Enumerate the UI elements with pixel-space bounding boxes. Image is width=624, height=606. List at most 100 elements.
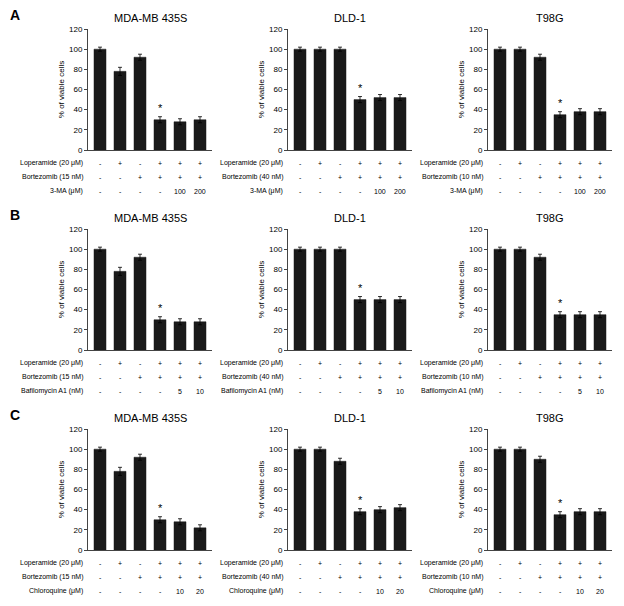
svg-text:Loperamide (20 μM): Loperamide (20 μM) — [420, 359, 483, 367]
svg-text:40: 40 — [273, 305, 282, 314]
svg-text:80: 80 — [273, 265, 282, 274]
svg-text:-: - — [99, 574, 102, 581]
svg-text:20: 20 — [396, 588, 404, 595]
svg-text:-: - — [339, 388, 342, 395]
svg-text:-: - — [519, 188, 522, 195]
svg-text:% of viable cells: % of viable cells — [57, 61, 66, 118]
svg-text:-: - — [159, 388, 162, 395]
svg-text:60: 60 — [73, 85, 82, 94]
svg-text:MDA-MB 435S: MDA-MB 435S — [114, 412, 187, 424]
svg-text:40: 40 — [73, 505, 82, 514]
svg-text:60: 60 — [473, 285, 482, 294]
svg-text:60: 60 — [273, 485, 282, 494]
svg-text:+: + — [578, 160, 582, 167]
svg-text:-: - — [299, 560, 302, 567]
svg-text:% of viable cells: % of viable cells — [57, 461, 66, 518]
svg-text:80: 80 — [73, 65, 82, 74]
svg-text:20: 20 — [473, 526, 482, 535]
svg-text:40: 40 — [473, 105, 482, 114]
svg-text:+: + — [378, 160, 382, 167]
svg-text:100: 100 — [469, 45, 483, 54]
svg-text:-: - — [99, 360, 102, 367]
svg-text:*: * — [558, 97, 563, 109]
svg-text:-: - — [99, 374, 102, 381]
svg-text:-: - — [359, 588, 362, 595]
svg-text:+: + — [518, 160, 522, 167]
svg-text:100: 100 — [69, 245, 83, 254]
svg-text:+: + — [118, 560, 122, 567]
svg-text:100: 100 — [69, 45, 83, 54]
svg-text:60: 60 — [273, 85, 282, 94]
svg-text:% of viable cells: % of viable cells — [457, 261, 466, 318]
svg-text:120: 120 — [269, 25, 283, 34]
svg-text:-: - — [299, 374, 302, 381]
svg-text:100: 100 — [469, 445, 483, 454]
svg-text:-: - — [519, 374, 522, 381]
svg-text:10: 10 — [596, 388, 604, 395]
svg-text:+: + — [378, 360, 382, 367]
svg-text:-: - — [559, 588, 562, 595]
svg-text:Bortezomib (40 nM): Bortezomib (40 nM) — [222, 173, 283, 181]
svg-text:Bortezomib (15 nM): Bortezomib (15 nM) — [22, 173, 83, 181]
svg-text:+: + — [198, 174, 202, 181]
svg-text:-: - — [519, 574, 522, 581]
svg-text:+: + — [538, 574, 542, 581]
svg-text:+: + — [598, 160, 602, 167]
svg-text:-: - — [139, 560, 142, 567]
svg-text:100: 100 — [269, 245, 283, 254]
svg-text:% of viable cells: % of viable cells — [457, 61, 466, 118]
svg-text:60: 60 — [73, 285, 82, 294]
svg-text:+: + — [178, 560, 182, 567]
svg-text:+: + — [318, 560, 322, 567]
svg-text:*: * — [558, 297, 563, 309]
svg-text:120: 120 — [269, 425, 283, 434]
svg-text:Loperamide (20 μM): Loperamide (20 μM) — [420, 559, 483, 567]
svg-text:+: + — [538, 174, 542, 181]
svg-text:*: * — [158, 302, 163, 314]
svg-text:-: - — [299, 188, 302, 195]
svg-text:% of viable cells: % of viable cells — [257, 461, 266, 518]
svg-text:-: - — [339, 560, 342, 567]
svg-text:20: 20 — [473, 126, 482, 135]
svg-text:20: 20 — [196, 588, 204, 595]
svg-text:+: + — [378, 574, 382, 581]
svg-text:+: + — [558, 360, 562, 367]
svg-text:Loperamide (20 μM): Loperamide (20 μM) — [20, 359, 83, 367]
svg-text:120: 120 — [69, 225, 83, 234]
svg-text:80: 80 — [273, 65, 282, 74]
svg-text:+: + — [138, 374, 142, 381]
svg-text:+: + — [378, 174, 382, 181]
svg-text:B: B — [10, 207, 20, 223]
svg-text:-: - — [499, 560, 502, 567]
svg-text:+: + — [158, 560, 162, 567]
svg-text:+: + — [158, 160, 162, 167]
svg-text:-: - — [119, 574, 122, 581]
svg-text:+: + — [558, 160, 562, 167]
svg-text:-: - — [319, 588, 322, 595]
svg-text:Loperamide (20 μM): Loperamide (20 μM) — [420, 159, 483, 167]
svg-text:+: + — [358, 574, 362, 581]
svg-text:-: - — [139, 388, 142, 395]
svg-text:Bafilomycin A1 (nM): Bafilomycin A1 (nM) — [21, 387, 83, 395]
svg-text:+: + — [598, 560, 602, 567]
svg-text:+: + — [318, 360, 322, 367]
svg-text:0: 0 — [78, 146, 83, 155]
svg-text:+: + — [558, 574, 562, 581]
svg-text:20: 20 — [473, 326, 482, 335]
svg-text:Bafilomycin A1 (nM): Bafilomycin A1 (nM) — [421, 387, 483, 395]
svg-text:Bortezomib (15 nM): Bortezomib (15 nM) — [22, 373, 83, 381]
svg-text:+: + — [558, 374, 562, 381]
svg-text:-: - — [319, 574, 322, 581]
svg-text:-: - — [99, 588, 102, 595]
svg-text:60: 60 — [473, 85, 482, 94]
svg-text:-: - — [499, 574, 502, 581]
svg-text:40: 40 — [73, 305, 82, 314]
svg-text:40: 40 — [473, 505, 482, 514]
svg-text:DLD-1: DLD-1 — [334, 12, 366, 24]
svg-text:80: 80 — [473, 65, 482, 74]
svg-text:60: 60 — [473, 485, 482, 494]
svg-text:Bortezomib (40 nM): Bortezomib (40 nM) — [222, 373, 283, 381]
svg-text:*: * — [358, 494, 363, 506]
svg-text:-: - — [299, 160, 302, 167]
svg-text:+: + — [398, 160, 402, 167]
